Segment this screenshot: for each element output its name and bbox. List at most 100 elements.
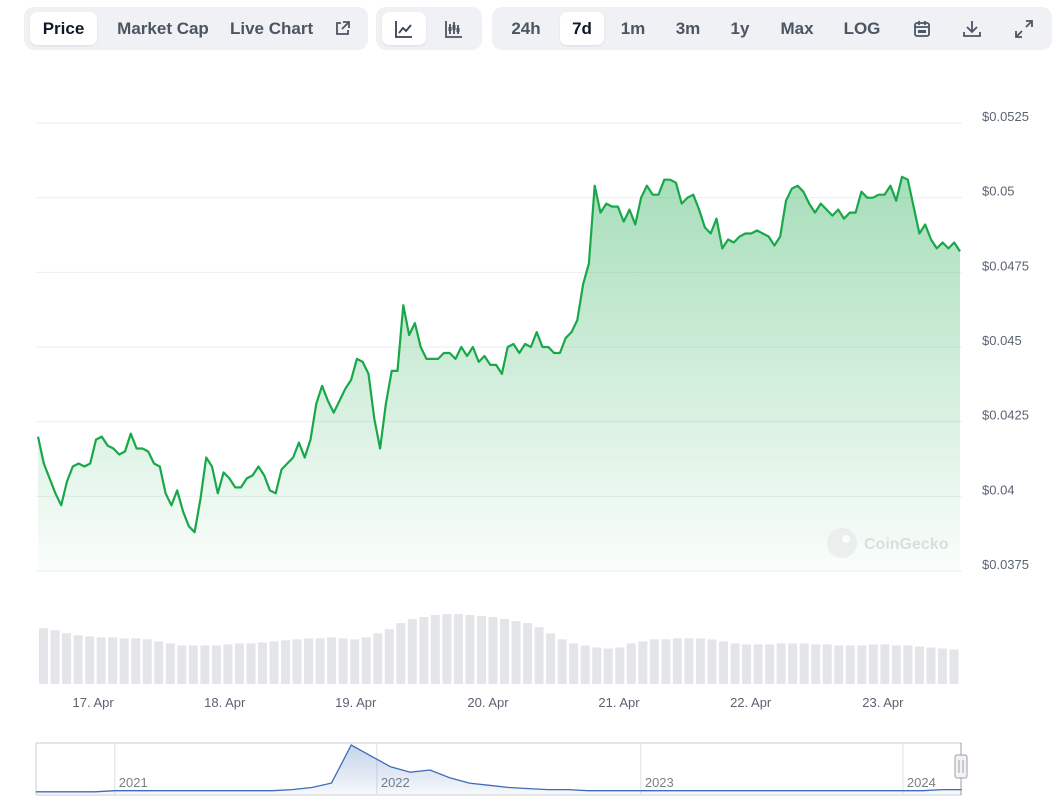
navigator-handle[interactable] <box>954 743 968 795</box>
volume-bar <box>615 647 625 684</box>
candle-icon <box>445 21 462 38</box>
y-tick-label: $0.0525 <box>982 109 1029 124</box>
volume-bar <box>822 644 832 684</box>
volume-bar <box>211 645 221 684</box>
navigator-line <box>36 744 962 793</box>
volume-bar <box>626 643 636 684</box>
navigator-tick-label: 2023 <box>645 775 674 790</box>
volume-bar <box>373 633 383 684</box>
range-button[interactable]: 3m <box>675 19 701 38</box>
handle[interactable] <box>954 754 968 779</box>
volume-bar <box>811 644 821 684</box>
volume-bar <box>569 643 579 684</box>
volume-bar <box>857 645 867 684</box>
x-tick-label: 19. Apr <box>335 695 377 710</box>
chart-style-group <box>376 7 482 50</box>
y-tick-label: $0.04 <box>982 482 1015 497</box>
volume-bar <box>62 633 72 684</box>
y-tick-label: $0.0425 <box>982 408 1029 423</box>
price-line <box>36 175 961 534</box>
volume-bar <box>937 648 947 684</box>
volume-bar <box>557 639 567 684</box>
navigator-tick-label: 2021 <box>119 775 148 790</box>
tab[interactable]: Market Cap <box>117 19 209 38</box>
volume-bar <box>269 641 279 684</box>
price-area <box>38 176 960 572</box>
volume-bar <box>488 617 498 684</box>
tab-label: Live Chart <box>230 19 314 38</box>
volume-bar <box>177 645 187 684</box>
volume-bar <box>165 643 175 684</box>
volume-bar <box>914 646 924 684</box>
watermark: CoinGecko <box>827 528 949 558</box>
volume-bar <box>845 645 855 684</box>
volume-bar <box>592 647 602 684</box>
volume-bar <box>695 638 705 684</box>
volume-bar <box>891 645 901 684</box>
volume-bar <box>453 614 463 684</box>
navigator-tick-label: 2024 <box>907 775 936 790</box>
range-button[interactable]: 24h <box>511 19 541 38</box>
volume-bar <box>672 638 682 684</box>
volume-bar <box>500 619 510 684</box>
line-icon <box>395 21 412 38</box>
navigator: 2021202220232024 <box>35 742 962 796</box>
download-icon <box>963 21 981 37</box>
x-tick-label: 21. Apr <box>598 695 640 710</box>
volume-bar <box>430 615 440 684</box>
price <box>36 175 961 572</box>
volume-bar <box>465 615 475 684</box>
tab-group: Price Market Cap Live Chart <box>24 7 368 50</box>
range-button[interactable]: 7d <box>560 12 604 45</box>
volume-bar <box>442 614 452 684</box>
volume-bar <box>119 638 129 684</box>
volume-bar <box>154 641 164 684</box>
tab[interactable]: Price <box>30 12 97 45</box>
volume-bar <box>419 617 429 684</box>
volume-bar <box>327 637 337 684</box>
volume-bar <box>718 641 728 684</box>
calendar-button[interactable] <box>904 12 940 45</box>
volume-bar <box>834 645 844 684</box>
volume-bar <box>73 635 83 684</box>
volume-bar <box>799 643 809 684</box>
volume-bar <box>511 621 521 684</box>
range-group: 24h 7d 1m 3m 1y Max LOG <box>492 7 1052 50</box>
y-tick-label: $0.045 <box>982 333 1022 348</box>
volume-bar <box>304 638 314 684</box>
x-tick-label: 18. Apr <box>204 695 246 710</box>
volume-bar <box>765 644 775 684</box>
range-button[interactable]: 1m <box>620 19 646 38</box>
volume-bar <box>361 637 371 684</box>
volume-bar <box>281 640 291 684</box>
line-style-button[interactable] <box>382 12 426 45</box>
volume-bar <box>580 645 590 684</box>
volume-bar <box>880 644 890 684</box>
calendar-icon <box>914 21 930 37</box>
range-button[interactable]: 1y <box>730 19 750 38</box>
external-icon <box>336 21 350 35</box>
volume-bar <box>707 639 717 684</box>
tab[interactable]: Live Chart <box>230 12 342 45</box>
x-tick-label: 17. Apr <box>72 695 114 710</box>
download-button[interactable] <box>954 12 990 45</box>
range-button[interactable]: Max <box>780 19 814 38</box>
volume-bar <box>603 648 613 684</box>
volume-bar <box>730 643 740 684</box>
volume-bar <box>407 619 417 684</box>
volume-bar <box>926 647 936 684</box>
y-tick-label: $0.0375 <box>982 557 1029 572</box>
volume-bar <box>546 633 556 684</box>
volume <box>39 614 959 684</box>
x-tick-label: 22. Apr <box>730 695 772 710</box>
volume-bar <box>396 623 406 684</box>
volume-bar <box>188 645 198 684</box>
candle-style-button[interactable] <box>432 12 476 45</box>
fullscreen-button[interactable] <box>1006 12 1042 45</box>
volume-bar <box>292 639 302 684</box>
volume-bar <box>96 637 106 684</box>
range-button[interactable]: LOG <box>843 19 881 38</box>
volume-bar <box>903 645 913 684</box>
x-tick-label: 23. Apr <box>862 695 904 710</box>
